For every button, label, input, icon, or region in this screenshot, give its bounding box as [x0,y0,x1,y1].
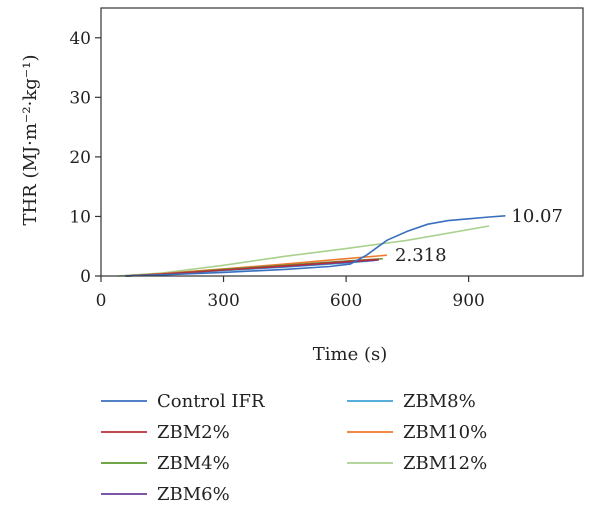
y-tick-label: 0 [80,267,91,287]
y-axis-label: THR (MJ·m⁻²·kg⁻¹) [20,54,41,225]
plot-frame [100,7,584,277]
plot-area: 10.07 2.318 [117,206,563,277]
legend-label-control-ifr: Control IFR [157,391,265,412]
axes: 0 300 600 900 0 10 20 30 40 [69,7,584,311]
legend-label-zbm12pct: ZBM12% [403,453,487,474]
x-tick-label: 300 [207,291,239,311]
series-line-control-ifr [125,215,506,277]
legend: Control IFR ZBM2% ZBM4% ZBM6% ZBM8% ZBM10% ZBM… [101,391,487,505]
legend-label-zbm8pct: ZBM8% [403,391,476,412]
data-label: 2.318 [395,245,447,266]
legend-label-zbm4pct: ZBM4% [157,453,230,474]
legend-label-zbm2pct: ZBM2% [157,422,230,443]
x-tick-label: 600 [330,291,362,311]
y-tick-label: 10 [69,207,91,227]
x-tick-label: 0 [96,291,107,311]
y-tick-label: 40 [69,29,91,49]
series-line-zbm10pct [125,254,387,277]
data-label: 10.07 [511,206,563,227]
legend-label-zbm6pct: ZBM6% [157,484,230,505]
y-tick-label: 20 [69,148,91,168]
x-tick-label: 900 [452,291,484,311]
legend-label-zbm10pct: ZBM10% [403,422,487,443]
x-axis-label: Time (s) [313,344,388,365]
y-tick-label: 30 [69,88,91,108]
